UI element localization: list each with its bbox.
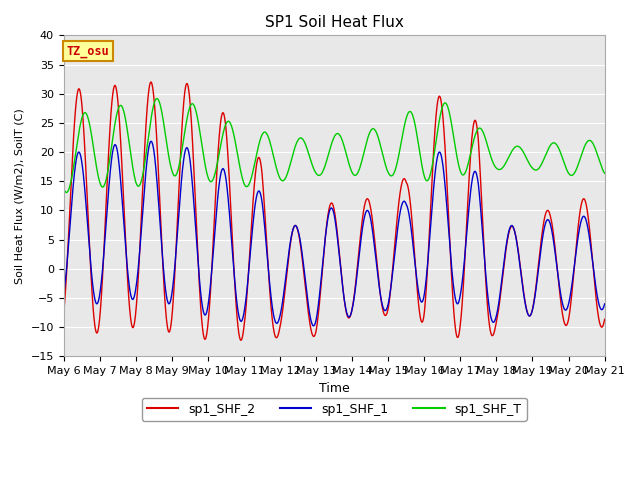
sp1_SHF_1	[268, 296, 275, 302]
sp1_SHF_1	[154, 187, 161, 193]
sp1_SHF_2	[532, 283, 540, 288]
sp1_SHF_1	[532, 286, 540, 291]
Line: sp1_SHF_2: sp1_SHF_2	[63, 82, 605, 340]
sp1_SHF_1	[147, 138, 155, 144]
sp1_SHF_T	[122, 117, 129, 122]
sp1_SHF_T	[60, 186, 67, 192]
sp1_SHF_2	[122, 234, 129, 240]
sp1_SHF_T	[601, 170, 609, 176]
sp1_SHF_T	[154, 96, 162, 102]
sp1_SHF_1	[310, 323, 317, 329]
X-axis label: Time: Time	[319, 382, 349, 395]
Line: sp1_SHF_T: sp1_SHF_T	[63, 98, 605, 192]
sp1_SHF_1	[60, 292, 67, 298]
sp1_SHF_1	[591, 273, 598, 279]
sp1_SHF_T	[591, 144, 598, 149]
sp1_SHF_T	[63, 190, 70, 195]
Y-axis label: Soil Heat Flux (W/m2), SoilT (C): Soil Heat Flux (W/m2), SoilT (C)	[15, 108, 25, 284]
sp1_SHF_1	[122, 240, 129, 246]
sp1_SHF_2	[601, 316, 609, 322]
sp1_SHF_T	[153, 96, 161, 101]
sp1_SHF_T	[268, 145, 275, 151]
sp1_SHF_T	[532, 167, 540, 173]
Text: TZ_osu: TZ_osu	[67, 45, 109, 58]
Title: SP1 Soil Heat Flux: SP1 Soil Heat Flux	[265, 15, 404, 30]
sp1_SHF_2	[591, 278, 598, 284]
sp1_SHF_2	[147, 79, 155, 85]
sp1_SHF_2	[154, 153, 161, 158]
sp1_SHF_2	[60, 310, 67, 316]
sp1_SHF_2	[237, 337, 245, 343]
sp1_SHF_T	[291, 144, 299, 150]
Legend: sp1_SHF_2, sp1_SHF_1, sp1_SHF_T: sp1_SHF_2, sp1_SHF_1, sp1_SHF_T	[141, 398, 527, 420]
sp1_SHF_2	[268, 309, 275, 314]
sp1_SHF_1	[291, 223, 299, 228]
sp1_SHF_1	[601, 301, 609, 307]
Line: sp1_SHF_1: sp1_SHF_1	[63, 141, 605, 326]
sp1_SHF_2	[291, 223, 299, 228]
